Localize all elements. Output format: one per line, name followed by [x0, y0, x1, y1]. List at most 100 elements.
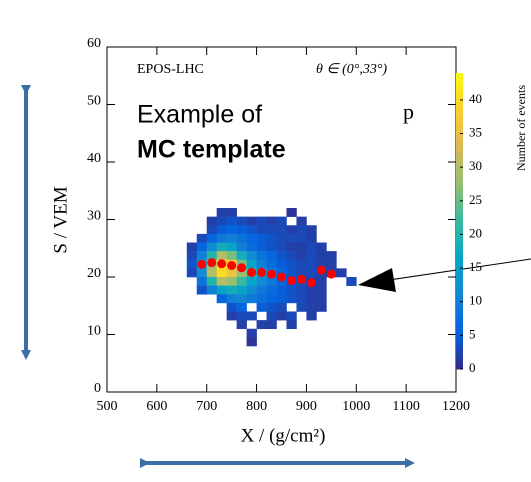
mean-point [257, 267, 267, 277]
heatmap-cell [226, 302, 237, 312]
colorbar-label: Number of events [514, 85, 528, 171]
heatmap-cell [276, 302, 287, 312]
heatmap-cell [266, 225, 277, 235]
pointer-arrow-head [358, 268, 396, 292]
y-axis-label: S / VEM [50, 186, 71, 253]
mean-point [197, 259, 207, 269]
heatmap-cell [186, 251, 198, 261]
colorbar-segment [456, 102, 463, 109]
colorbar-segment [456, 151, 463, 158]
mean-point [277, 272, 286, 282]
colorbar-segment [456, 319, 463, 326]
heatmap-cell [286, 311, 297, 321]
heatmap-cell [276, 225, 287, 235]
heatmap-cell [216, 216, 227, 226]
example-text: MC template [137, 136, 286, 164]
colorbar-segment [456, 359, 463, 365]
heatmap-cell [206, 233, 217, 243]
heatmap-cell [266, 242, 277, 252]
heatmap-cell [306, 302, 317, 312]
mean-point [267, 269, 277, 279]
heatmap-cell [236, 277, 247, 286]
heatmap-cell [276, 251, 287, 261]
heatmap-cell [256, 242, 267, 252]
heatmap-cell [236, 233, 247, 243]
heatmap-cell [236, 302, 247, 312]
x-tick-label: 1200 [442, 399, 470, 414]
x-axis-label: X / (g/cm²) [241, 425, 326, 446]
heatmap-cell [286, 225, 297, 235]
colorbar-segment [456, 221, 463, 227]
heatmap-cell [186, 268, 198, 278]
colorbar-segment [456, 201, 463, 207]
heatmap-cell [226, 251, 237, 261]
heatmap-cell [286, 294, 297, 304]
heatmap-cell [196, 268, 208, 278]
colorbar-segment [456, 97, 463, 104]
heatmap-cell [206, 216, 217, 226]
heatmap-cell [256, 294, 267, 304]
heatmap-cell [296, 285, 307, 295]
y-tick-label: 40 [87, 151, 101, 166]
x-tick-label: 700 [196, 399, 217, 414]
heatmap-cell [246, 259, 257, 269]
colorbar-segment [456, 161, 463, 168]
heatmap-cell [206, 277, 217, 286]
heatmap-cell [196, 233, 208, 243]
colorbar-segment [456, 127, 463, 133]
colorbar-segment [456, 73, 463, 79]
heatmap-cell [266, 216, 277, 226]
heatmap-cell [246, 242, 257, 252]
heatmap-cell [246, 251, 257, 261]
heatmap-cell [306, 294, 317, 304]
colorbar-segment [456, 285, 463, 291]
colorbar-segment [456, 235, 463, 242]
mean-point [306, 278, 316, 288]
heatmap-cell [316, 294, 327, 304]
heatmap-cell [246, 216, 257, 226]
colorbar-segment [456, 245, 463, 252]
heatmap-cell [246, 294, 257, 304]
heatmap-cell [266, 259, 277, 269]
heatmap-cell [226, 208, 237, 217]
x-tick-label: 800 [246, 399, 267, 414]
y-tick-label: 60 [87, 36, 101, 51]
colorbar-segment [456, 147, 463, 153]
heatmap-cell [316, 259, 327, 269]
colorbar-tick-label: 0 [469, 360, 476, 375]
heatmap-cell [306, 259, 317, 269]
heatmap-cell [236, 294, 247, 304]
heatmap-cell [276, 294, 287, 304]
heatmap-cell [236, 285, 247, 295]
colorbar-tick-label: 5 [469, 326, 476, 341]
heatmap-cell [286, 251, 297, 261]
heatmap-cell [226, 294, 237, 304]
colorbar-segment [456, 137, 463, 143]
primary-label: p [403, 99, 414, 124]
heatmap-cell [256, 259, 267, 269]
heatmap-cell [196, 242, 208, 252]
colorbar-segment [456, 122, 463, 128]
mean-point [286, 275, 296, 285]
heatmap-cell [336, 268, 347, 278]
heatmap-cell [226, 233, 237, 243]
heatmap-cell [206, 225, 217, 235]
heatmap-cell [286, 233, 297, 243]
heatmap-cell [266, 277, 277, 286]
heatmap-cell [226, 277, 237, 286]
heatmap-cell [246, 233, 257, 243]
colorbar-tick-label: 35 [469, 125, 482, 140]
heatmap-cell [306, 225, 317, 235]
colorbar-segment [456, 314, 463, 321]
heatmap-cell [276, 233, 287, 243]
heatmap-cell [266, 251, 277, 261]
heatmap-cell [296, 216, 307, 226]
heatmap-cell [316, 285, 327, 295]
colorbar-segment [456, 260, 463, 266]
colorbar-segment [456, 92, 463, 99]
heatmap-cell [216, 277, 227, 286]
heatmap-cell [276, 242, 287, 252]
mean-point [237, 263, 247, 273]
example-text: Example of [137, 101, 262, 129]
heatmap-cell [276, 259, 287, 269]
